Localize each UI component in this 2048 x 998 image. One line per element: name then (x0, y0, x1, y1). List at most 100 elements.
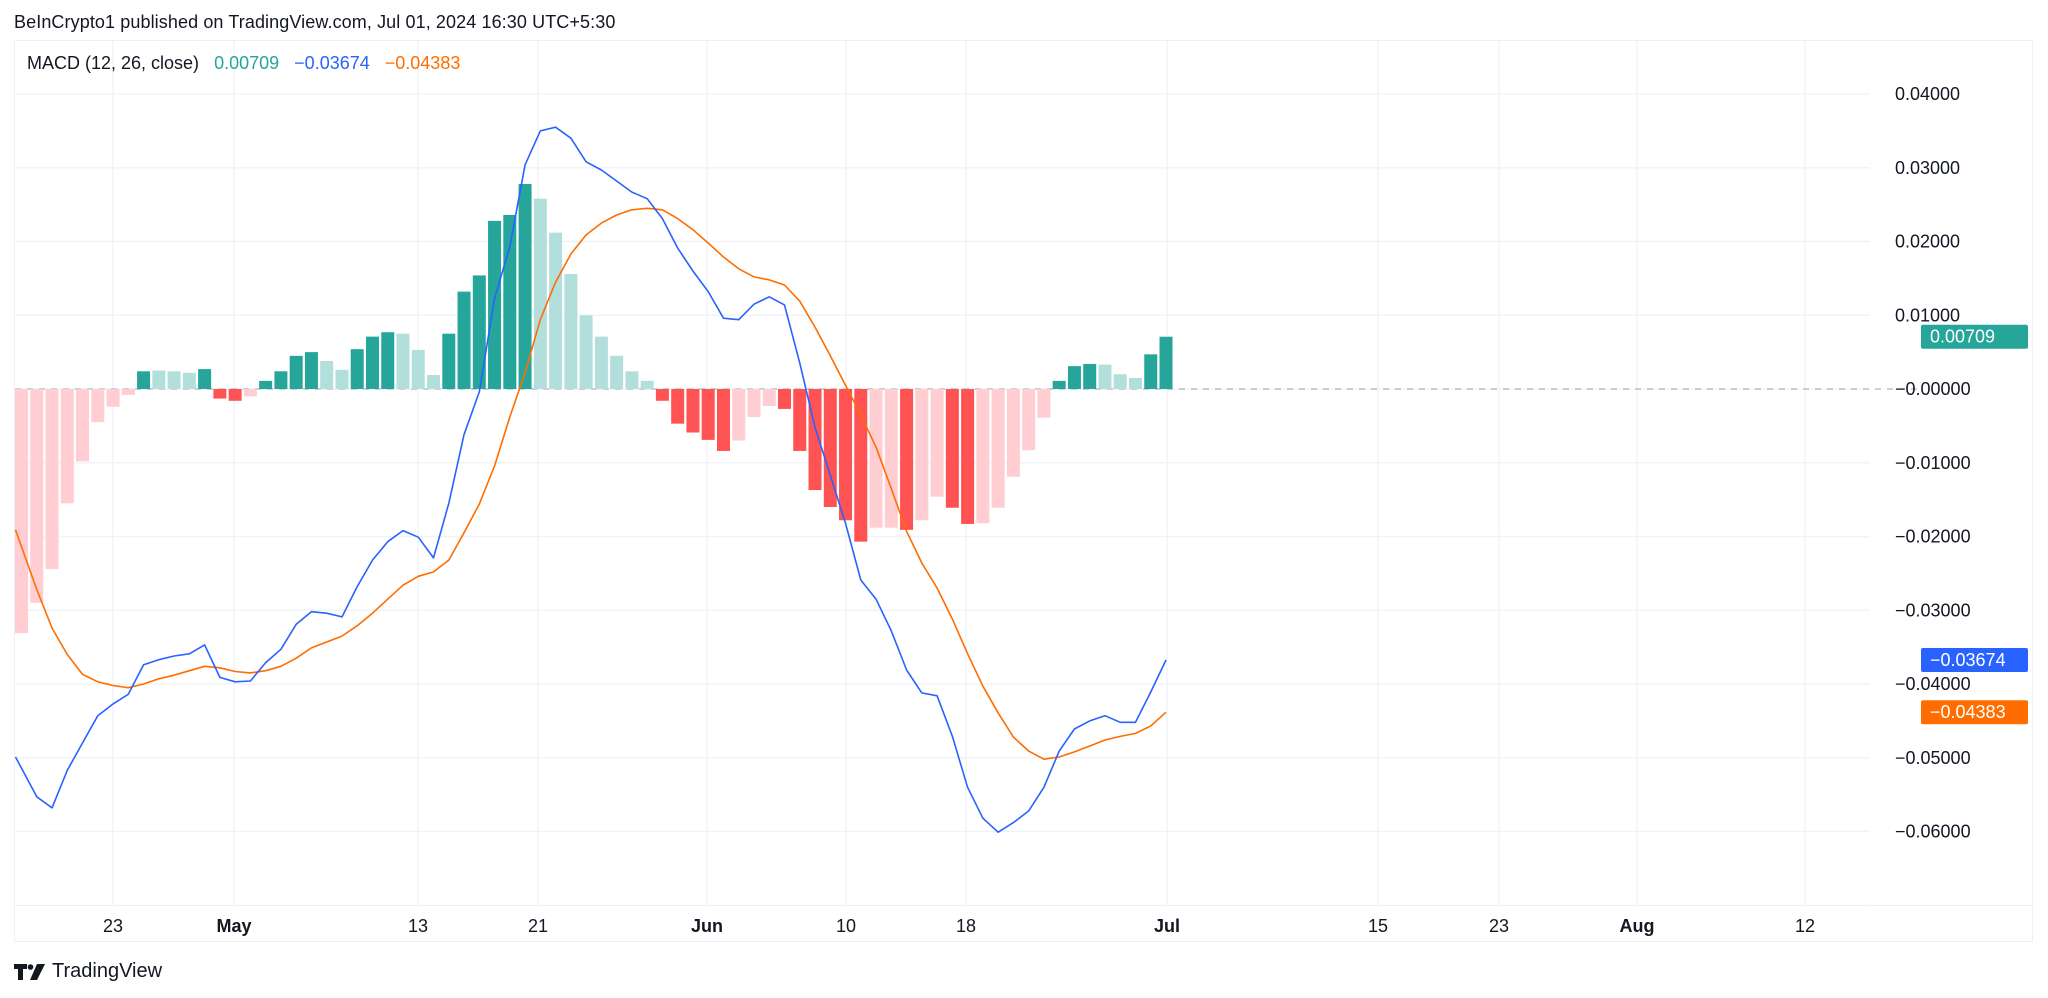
price-axis-label: 0.02000 (1895, 232, 1960, 252)
price-tag (1921, 647, 2028, 672)
histogram-bar (1022, 389, 1036, 451)
histogram-bar (182, 372, 196, 389)
time-axis-label: Aug (1620, 916, 1655, 936)
histogram-bar (289, 355, 303, 389)
price-tag (1921, 700, 2028, 725)
svg-text:−0.04383: −0.04383 (1930, 702, 2006, 722)
price-axis-tags: 0.00709 −0.03674 −0.04383 (1921, 324, 2028, 725)
histogram-bar (945, 389, 959, 508)
histogram-bar (991, 389, 1005, 508)
histogram-bar (228, 389, 242, 401)
histogram-bar (518, 183, 532, 389)
histogram-bar (747, 389, 761, 418)
histogram-bar (76, 389, 90, 462)
histogram-bar (137, 371, 151, 389)
histogram-bar (381, 332, 395, 389)
histogram-bar (365, 336, 379, 389)
time-axis-label: 21 (528, 916, 548, 936)
histogram-bar (915, 389, 929, 521)
time-axis-label: 23 (103, 916, 123, 936)
histogram-bar (320, 360, 334, 389)
histogram-bar (259, 380, 273, 389)
histogram-bar (30, 389, 44, 603)
publisher-caption: BeInCrypto1 published on TradingView.com… (14, 12, 616, 32)
histogram-bar (1037, 389, 1051, 418)
indicator-title[interactable]: MACD (12, 26, close) (27, 53, 200, 73)
price-axis-label: −0.06000 (1895, 822, 1971, 842)
price-axis-label: 0.03000 (1895, 158, 1960, 178)
price-axis-label: −0.01000 (1895, 453, 1971, 473)
histogram-bar (1083, 363, 1097, 389)
time-axis-label: 23 (1489, 916, 1509, 936)
histogram-bar (884, 389, 898, 528)
histogram-bar (1006, 389, 1020, 477)
time-axis-label: 18 (956, 916, 976, 936)
histogram-bar (243, 389, 257, 397)
histogram-bar (335, 369, 349, 389)
histogram-bar (869, 389, 883, 528)
histogram-bar (1098, 364, 1112, 389)
histogram-bar (198, 369, 212, 389)
histogram-bar (594, 336, 608, 389)
histogram-bar (549, 232, 563, 389)
price-axis-label: −0.02000 (1895, 527, 1971, 547)
chart-pane[interactable] (14, 40, 2033, 942)
svg-text:0.00709: 0.00709 (1930, 327, 1995, 347)
histogram-bar (350, 349, 364, 389)
grid-lines (15, 41, 2032, 941)
histogram-bar (823, 389, 837, 507)
histogram-bar (610, 355, 624, 389)
histogram-bar (304, 352, 318, 389)
histogram-bar (533, 198, 547, 389)
macd-line (14, 126, 1167, 834)
histogram-bar (457, 291, 471, 389)
histogram-bar (686, 389, 700, 433)
histogram-bar (930, 389, 944, 497)
histogram-bar (427, 374, 441, 389)
histogram-bar (396, 333, 410, 389)
signal-value: −0.04383 (384, 53, 461, 73)
histogram-bar (762, 389, 776, 406)
histogram-bar (45, 389, 59, 569)
histogram-bar (655, 389, 669, 401)
price-axis-label: −0.04000 (1895, 674, 1971, 694)
histogram-bar (411, 349, 425, 389)
histogram-bar (152, 370, 166, 389)
tradingview-brand[interactable]: TradingView (14, 960, 162, 983)
time-axis-label: Jul (1154, 916, 1180, 936)
histogram-bar (1113, 374, 1127, 389)
time-axis-label: 13 (408, 916, 428, 936)
time-axis-label: May (216, 916, 251, 936)
histogram-bar (503, 214, 517, 389)
price-axis[interactable]: 0.04000 0.03000 0.02000 0.01000 −0.00000 −0.0… (1895, 84, 1971, 842)
histogram-bar (15, 389, 28, 634)
indicator-legend[interactable]: MACD (12, 26, close) 0.00709 −0.03674 −0… (27, 53, 470, 74)
price-axis-label: 0.01000 (1895, 305, 1960, 325)
histogram-bar (121, 389, 135, 395)
histogram-bar (488, 220, 502, 389)
histogram-bar (167, 371, 181, 389)
histogram-bar (442, 333, 456, 389)
histogram-bar (472, 275, 486, 389)
time-axis-label: 15 (1368, 916, 1388, 936)
tradingview-logo-icon (14, 963, 45, 980)
histogram-bar (213, 389, 227, 399)
histogram-bar (1067, 366, 1081, 389)
histogram-bar (732, 389, 746, 441)
time-axis[interactable]: 23 May 13 21 Jun 10 18 Jul 15 23 Aug 12 (103, 916, 1815, 936)
histogram-bar (564, 273, 578, 389)
brand-name: TradingView (52, 960, 163, 982)
histogram-bar (900, 389, 914, 530)
signal-line (14, 207, 1167, 761)
price-axis-label: 0.04000 (1895, 84, 1960, 104)
histogram-bar (1159, 336, 1173, 389)
histogram-bar (274, 371, 288, 389)
svg-text:−0.03674: −0.03674 (1930, 650, 2006, 670)
histogram-value: 0.00709 (214, 53, 280, 73)
histogram-bar (778, 389, 791, 409)
histogram-bar (976, 389, 990, 524)
histogram-bar (854, 389, 868, 542)
histogram-bar (671, 389, 685, 424)
histogram-bars (15, 183, 1173, 634)
